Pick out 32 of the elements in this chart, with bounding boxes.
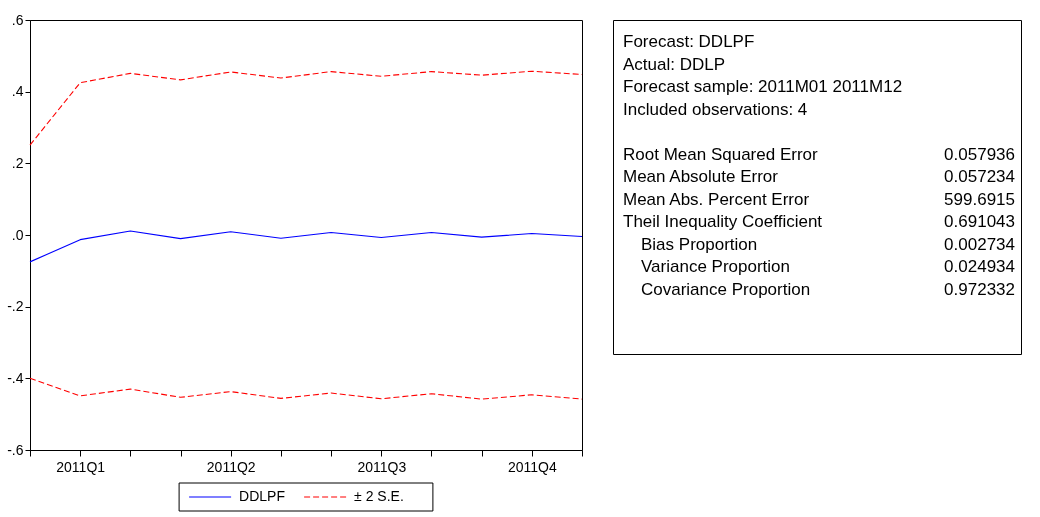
category-label: Theil Inequality Coefficient <box>623 212 823 231</box>
data-label: 0.057234 <box>944 167 1015 186</box>
data-label: 0.972332 <box>944 279 1015 299</box>
y-tick-label: -.6 <box>7 441 24 458</box>
text: Forecast: DDLPF <box>623 32 755 51</box>
y-tick-label: .6 <box>11 11 24 28</box>
x-tick-label: 2011Q3 <box>357 458 407 475</box>
data-label: 599.6915 <box>944 189 1015 209</box>
category-label: Variance Proportion <box>641 257 790 276</box>
x-tick-label: 2011Q2 <box>206 458 256 475</box>
y-tick-label: .2 <box>11 154 24 171</box>
text: Actual: DDLP <box>623 54 726 74</box>
category-label: Covariance Proportion <box>641 279 811 299</box>
category-label: Root Mean Squared Error <box>623 144 818 164</box>
category-label: Mean Absolute Error <box>623 167 779 186</box>
x-tick-label: 2011Q1 <box>56 458 106 475</box>
data-label: 0.024934 <box>944 257 1015 276</box>
y-tick-label: .4 <box>11 83 24 100</box>
y-tick-label: -.2 <box>7 298 24 315</box>
line-series <box>29 230 583 263</box>
category-label: Mean Abs. Percent Error <box>623 189 810 209</box>
y-tick-label: -.4 <box>7 369 24 386</box>
text: Included observations: 4 <box>623 99 808 119</box>
y-tick-label: .0 <box>11 226 24 243</box>
x-tick-label: 2011Q4 <box>507 458 557 475</box>
data-label: 0.002734 <box>944 234 1015 254</box>
data-label: 0.057936 <box>944 144 1015 164</box>
category-label: Bias Proportion <box>641 234 758 254</box>
legend-label: DDLPF <box>239 488 286 504</box>
text: Forecast sample: 2011M01 2011M12 <box>623 77 903 96</box>
data-label: 0.691043 <box>944 212 1015 231</box>
legend-label: ± 2 S.E. <box>354 488 404 504</box>
